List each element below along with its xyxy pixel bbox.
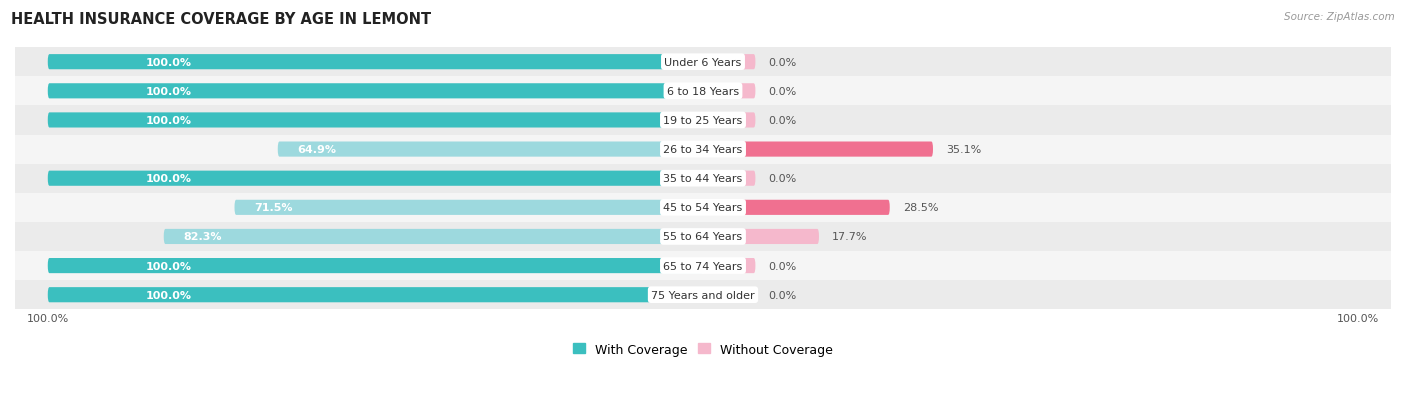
FancyBboxPatch shape <box>48 113 703 128</box>
FancyBboxPatch shape <box>48 84 703 99</box>
Text: Source: ZipAtlas.com: Source: ZipAtlas.com <box>1284 12 1395 22</box>
Text: 100.0%: 100.0% <box>146 116 193 126</box>
FancyBboxPatch shape <box>48 55 703 70</box>
FancyBboxPatch shape <box>703 287 755 303</box>
Text: 0.0%: 0.0% <box>769 57 797 67</box>
Text: 75 Years and older: 75 Years and older <box>651 290 755 300</box>
Text: 19 to 25 Years: 19 to 25 Years <box>664 116 742 126</box>
Text: 26 to 34 Years: 26 to 34 Years <box>664 145 742 155</box>
Bar <box>15 106 1391 135</box>
FancyBboxPatch shape <box>163 229 703 244</box>
Text: 28.5%: 28.5% <box>903 203 938 213</box>
FancyBboxPatch shape <box>703 55 755 70</box>
Legend: With Coverage, Without Coverage: With Coverage, Without Coverage <box>568 338 838 361</box>
Bar <box>15 48 1391 77</box>
FancyBboxPatch shape <box>703 229 818 244</box>
Bar <box>15 77 1391 106</box>
Text: 100.0%: 100.0% <box>146 290 193 300</box>
Text: 0.0%: 0.0% <box>769 290 797 300</box>
Text: 35.1%: 35.1% <box>946 145 981 155</box>
Text: 0.0%: 0.0% <box>769 174 797 184</box>
FancyBboxPatch shape <box>48 287 703 303</box>
Text: 6 to 18 Years: 6 to 18 Years <box>666 87 740 97</box>
Text: 65 to 74 Years: 65 to 74 Years <box>664 261 742 271</box>
Bar <box>15 252 1391 280</box>
FancyBboxPatch shape <box>278 142 703 157</box>
Text: 45 to 54 Years: 45 to 54 Years <box>664 203 742 213</box>
Text: Under 6 Years: Under 6 Years <box>665 57 741 67</box>
FancyBboxPatch shape <box>703 259 755 273</box>
Text: 100.0%: 100.0% <box>146 57 193 67</box>
Text: 17.7%: 17.7% <box>832 232 868 242</box>
Text: 71.5%: 71.5% <box>254 203 292 213</box>
Text: 0.0%: 0.0% <box>769 87 797 97</box>
Text: 0.0%: 0.0% <box>769 116 797 126</box>
Text: 55 to 64 Years: 55 to 64 Years <box>664 232 742 242</box>
Text: 100.0%: 100.0% <box>146 261 193 271</box>
FancyBboxPatch shape <box>703 200 890 216</box>
FancyBboxPatch shape <box>48 171 703 186</box>
Text: 82.3%: 82.3% <box>183 232 222 242</box>
Bar <box>15 193 1391 222</box>
FancyBboxPatch shape <box>48 259 703 273</box>
FancyBboxPatch shape <box>235 200 703 216</box>
Bar <box>15 280 1391 309</box>
FancyBboxPatch shape <box>703 171 755 186</box>
Text: 0.0%: 0.0% <box>769 261 797 271</box>
Text: HEALTH INSURANCE COVERAGE BY AGE IN LEMONT: HEALTH INSURANCE COVERAGE BY AGE IN LEMO… <box>11 12 432 27</box>
FancyBboxPatch shape <box>703 84 755 99</box>
Text: 100.0%: 100.0% <box>146 174 193 184</box>
FancyBboxPatch shape <box>703 142 934 157</box>
Text: 64.9%: 64.9% <box>298 145 336 155</box>
Bar <box>15 164 1391 193</box>
Bar <box>15 222 1391 252</box>
Bar <box>15 135 1391 164</box>
FancyBboxPatch shape <box>703 113 755 128</box>
Text: 35 to 44 Years: 35 to 44 Years <box>664 174 742 184</box>
Text: 100.0%: 100.0% <box>146 87 193 97</box>
